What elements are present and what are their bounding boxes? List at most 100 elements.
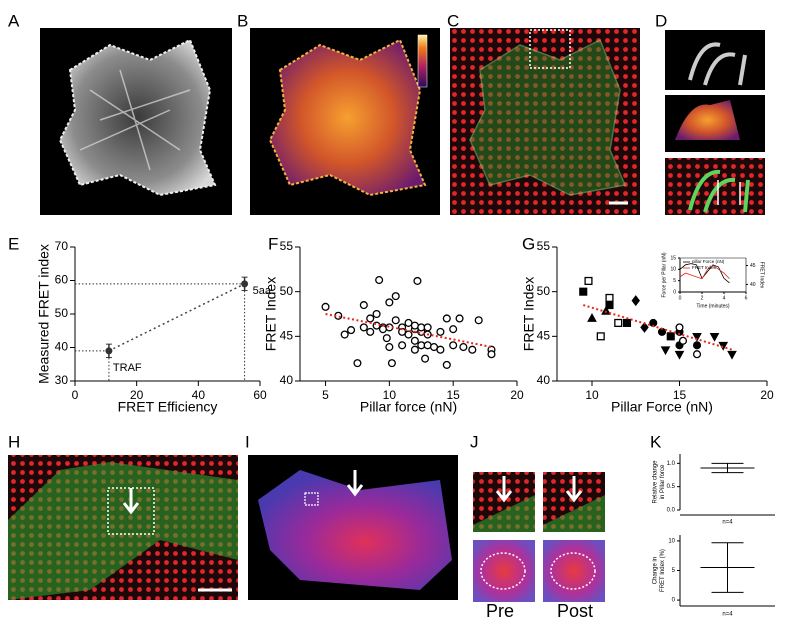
y-tick-label: 50 <box>55 306 69 320</box>
point <box>622 318 632 327</box>
image-i <box>248 455 458 600</box>
x-tick-label: 0 <box>72 388 79 402</box>
point <box>421 354 430 363</box>
point <box>674 350 685 360</box>
legend-label: FRET Index <box>692 265 717 270</box>
image-h <box>8 455 238 600</box>
point <box>675 323 684 332</box>
point <box>398 341 407 350</box>
point <box>382 334 391 343</box>
point <box>660 346 671 356</box>
point <box>449 325 458 334</box>
x-tick-label: 40 <box>192 388 206 402</box>
point <box>692 350 702 359</box>
post-label: Post <box>557 601 593 621</box>
y-tick-label: 5 <box>673 278 676 284</box>
y-axis-label: Relative change <box>653 460 659 504</box>
point <box>404 330 413 339</box>
point <box>436 327 445 336</box>
panel-letter: K <box>650 432 662 451</box>
y-tick-label: 0 <box>672 598 676 604</box>
x-tick-label: 15 <box>446 388 460 402</box>
y-tick-label: 40 <box>537 373 551 387</box>
point <box>487 350 496 359</box>
trend-line <box>582 304 733 351</box>
point <box>366 327 375 336</box>
point <box>413 276 422 285</box>
y-axis-label: FRET Index (%) <box>660 549 666 592</box>
x-axis-label: Pillar Force (nN) <box>611 399 713 415</box>
y-tick-label: 60 <box>55 273 69 287</box>
point <box>692 341 702 350</box>
x-axis-label: Pillar force (nN) <box>360 399 457 415</box>
x-tick-label: 15 <box>673 388 687 402</box>
y-tick-label: 15 <box>670 255 676 261</box>
y-tick-label: 0.5 <box>667 484 676 490</box>
image-j: Pre Post <box>473 472 605 621</box>
y-tick-label: 70 <box>55 239 69 253</box>
x-tick-label: 10 <box>383 388 397 402</box>
point <box>605 301 614 310</box>
x-tick-label: 2 <box>701 295 704 301</box>
x-tick-label: 6 <box>745 295 748 301</box>
y-tick-label: 5 <box>672 568 676 574</box>
point <box>387 359 396 368</box>
y-tick-label: 0.0 <box>667 508 676 514</box>
point <box>587 313 597 322</box>
y-axis-label: FRET Index <box>263 277 279 351</box>
point <box>321 302 330 311</box>
point <box>442 314 451 323</box>
point <box>375 276 384 285</box>
panel-letter: B <box>237 11 248 30</box>
point <box>385 298 394 307</box>
x-tick-label: 20 <box>760 388 774 402</box>
point <box>596 332 605 341</box>
y-tick-label: 10 <box>668 538 675 544</box>
x-tick-label: 0 <box>679 295 682 301</box>
y-tick-label: 30 <box>55 373 69 387</box>
point <box>436 345 445 354</box>
point <box>614 318 623 327</box>
point <box>631 295 640 307</box>
y-tick-label: 55 <box>280 239 294 253</box>
y-tick-label: 45 <box>280 329 294 343</box>
panel-letter: G <box>522 234 535 253</box>
y-tick-label: 50 <box>537 284 551 298</box>
y2-axis-label: FRET Index <box>759 262 765 289</box>
point <box>678 336 688 345</box>
panel-letter: E <box>8 234 19 253</box>
image-c <box>450 28 640 215</box>
panel-letter: H <box>8 432 20 451</box>
point <box>474 316 483 325</box>
x-tick-label: 10 <box>585 388 599 402</box>
y-tick-label: 1.0 <box>667 461 676 467</box>
point <box>340 330 349 339</box>
y-tick-label: 40 <box>55 340 69 354</box>
y-tick-label: 10 <box>670 267 676 273</box>
x-axis-label: FRET Efficiency <box>118 399 218 415</box>
point <box>105 347 113 355</box>
point <box>459 343 468 352</box>
point <box>605 293 614 302</box>
x-tick-label: 4 <box>723 295 726 301</box>
point <box>666 332 675 341</box>
x-axis-label: n=4 <box>722 612 733 618</box>
pre-label: Pre <box>486 601 514 621</box>
y-axis-label: FRET Index <box>521 277 537 351</box>
point <box>372 309 381 319</box>
point <box>347 326 356 335</box>
y2-tick-label: 45 <box>750 263 756 269</box>
connector <box>108 283 245 352</box>
legend-label: pillar Force (nN) <box>692 259 725 264</box>
image-d <box>665 30 765 215</box>
panel-letters: A B C D E F G H I J K <box>8 11 667 451</box>
x-axis-label: Time (minutes) <box>696 303 729 309</box>
y-axis-label: Measured FRET index <box>36 244 52 384</box>
point <box>385 343 394 352</box>
point <box>455 314 464 323</box>
y-tick-label: 40 <box>280 373 294 387</box>
y2-tick-label: 40 <box>750 282 756 288</box>
point <box>241 280 249 288</box>
panel-letter: D <box>655 11 667 30</box>
